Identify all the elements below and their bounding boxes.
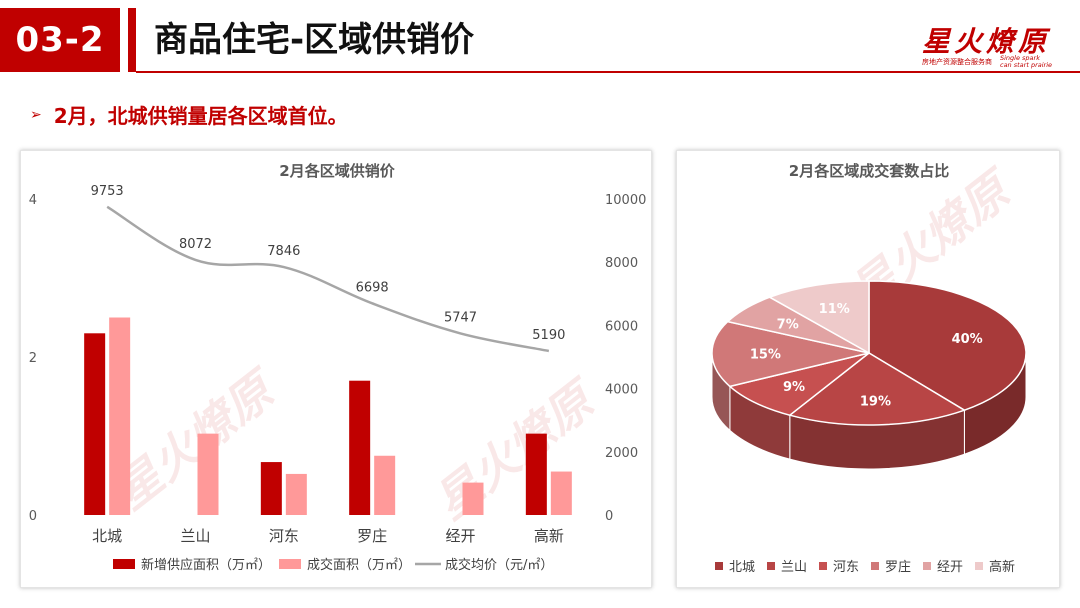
price-data-label: 8072 (179, 237, 212, 252)
x-category-label: 罗庄 (357, 527, 387, 545)
price-data-label: 5190 (532, 328, 565, 343)
pie-value-label: 15% (750, 348, 781, 363)
price-data-label: 7846 (267, 244, 300, 259)
header-accent-bar (128, 8, 136, 72)
pie-slice-top (767, 280, 870, 355)
pie-value-label: 9% (783, 380, 805, 395)
page-title: 商品住宅-区域供销价 (154, 20, 475, 60)
deal-share-panel: 星火燎原 2月各区域成交套数占比 40% 19% 9% 15% 7% 11% 北城 兰山 河东… (676, 150, 1060, 588)
chart-bars (84, 317, 572, 515)
brand-logo: 星火燎原 房地产资源整合服务商 Single spark can start p… (900, 20, 1060, 72)
x-category-label: 高新 (534, 527, 564, 545)
price-line-path (106, 205, 550, 353)
x-category-label: 兰山 (180, 527, 210, 545)
pie-legend-label: 罗庄 (885, 559, 911, 575)
price-data-label: 5747 (444, 310, 477, 325)
pie-value-label: 7% (777, 318, 799, 333)
pie-value-label: 11% (819, 302, 850, 317)
header-divider (136, 71, 1080, 73)
logo-subtitle-en-line1: Single spark (1000, 54, 1040, 62)
chart-title: 2月各区域供销价 (279, 162, 395, 180)
pie-value-label: 40% (952, 332, 983, 347)
bar-deal-area (285, 473, 307, 515)
y-right-tick-label: 0 (605, 509, 613, 524)
pie-legend-swatch (819, 562, 827, 570)
y-right-tick-label: 8000 (605, 256, 638, 271)
pie-labels: 40% 19% 9% 15% 7% 11% (750, 302, 983, 409)
pie-value-label: 19% (860, 394, 891, 409)
logo-subtitle-en-line2: can start prairie (1000, 61, 1053, 69)
section-badge: 03-2 (0, 8, 120, 72)
pie-legend-label: 高新 (989, 559, 1015, 575)
pie-legend-label: 北城 (729, 560, 755, 575)
x-category-label: 河东 (269, 527, 299, 545)
logo-wordmark: 星火燎原 (922, 25, 1051, 58)
x-category-label: 北城 (92, 527, 122, 545)
y-right-tick-label: 2000 (605, 446, 638, 461)
key-point: ➢ 2月，北城供销量居各区域首位。 (30, 100, 348, 129)
price-data-label: 6698 (356, 280, 389, 295)
x-category-label: 经开 (445, 527, 475, 545)
pie-legend-swatch (871, 562, 879, 570)
bar-deal-area (374, 455, 396, 515)
y-left-tick-label: 2 (29, 351, 37, 366)
pie-legend-swatch (715, 562, 723, 570)
y-right-tick-label: 10000 (605, 193, 646, 208)
pie-legend-label: 经开 (937, 560, 963, 575)
pie-slice-top (728, 352, 870, 416)
bar-new-supply (349, 380, 371, 515)
bar-deal-area (197, 433, 219, 515)
legend-swatch (113, 559, 135, 569)
pie-title: 2月各区域成交套数占比 (789, 162, 949, 180)
pie-legend-swatch (767, 562, 775, 570)
bar-new-supply (525, 433, 547, 515)
bar-deal-area (462, 482, 484, 515)
pie-legend: 北城 兰山 河东 罗庄 经开 高新 (715, 559, 1015, 575)
pie-legend-label: 兰山 (781, 560, 807, 575)
legend-label: 新增供应面积（万㎡） (141, 557, 271, 573)
legend-label: 成交面积（万㎡） (307, 557, 411, 573)
pie-slice-top (788, 352, 967, 426)
pie-legend-swatch (923, 562, 931, 570)
pie-legend-label: 河东 (833, 560, 859, 575)
chart-price-line: 9753 8072 7846 6698 5747 5190 (91, 184, 565, 353)
bar-new-supply (260, 462, 282, 515)
deal-share-pie-chart: 星火燎原 2月各区域成交套数占比 40%19%9%15%7%11% 北城 兰山 河东… (711, 159, 1027, 575)
chart-legend: 新增供应面积（万㎡） 成交面积（万㎡） 成交均价（元/㎡） (113, 557, 553, 573)
pie-slice-top (711, 320, 870, 388)
price-data-label: 9753 (91, 184, 124, 199)
supply-sales-price-panel: 星火燎原 星火燎原 2月各区域供销价 0 2 4 0 2000 4000 6000 8000 1… (20, 150, 652, 588)
pie-legend-swatch (975, 562, 983, 570)
y-right-tick-label: 4000 (605, 383, 638, 398)
bullet-arrow-icon: ➢ (30, 106, 42, 123)
bar-new-supply (84, 333, 106, 515)
bar-deal-area (109, 317, 131, 515)
supply-sales-price-chart: 星火燎原 星火燎原 2月各区域供销价 024020004000600080001… (29, 162, 647, 573)
y-right-tick-label: 6000 (605, 319, 638, 334)
watermark-logo-2: 星火燎原 (425, 369, 610, 530)
legend-label: 成交均价（元/㎡） (445, 557, 553, 573)
y-left-tick-label: 0 (29, 509, 37, 524)
chart-axes: 0 2 4 0 2000 4000 6000 8000 10000 北城 兰山 河东 罗庄 经开 高新 (29, 193, 647, 545)
logo-subtitle-en: Single spark can start prairie (1000, 55, 1060, 69)
legend-swatch (279, 559, 301, 569)
pie-slice-top (868, 280, 1027, 412)
pie-body (711, 280, 1027, 470)
y-left-tick-label: 4 (29, 193, 37, 208)
bar-deal-area (550, 471, 572, 515)
key-point-text: 2月，北城供销量居各区域首位。 (53, 104, 348, 128)
logo-subtitle-cn: 房地产资源整合服务商 (922, 58, 992, 66)
